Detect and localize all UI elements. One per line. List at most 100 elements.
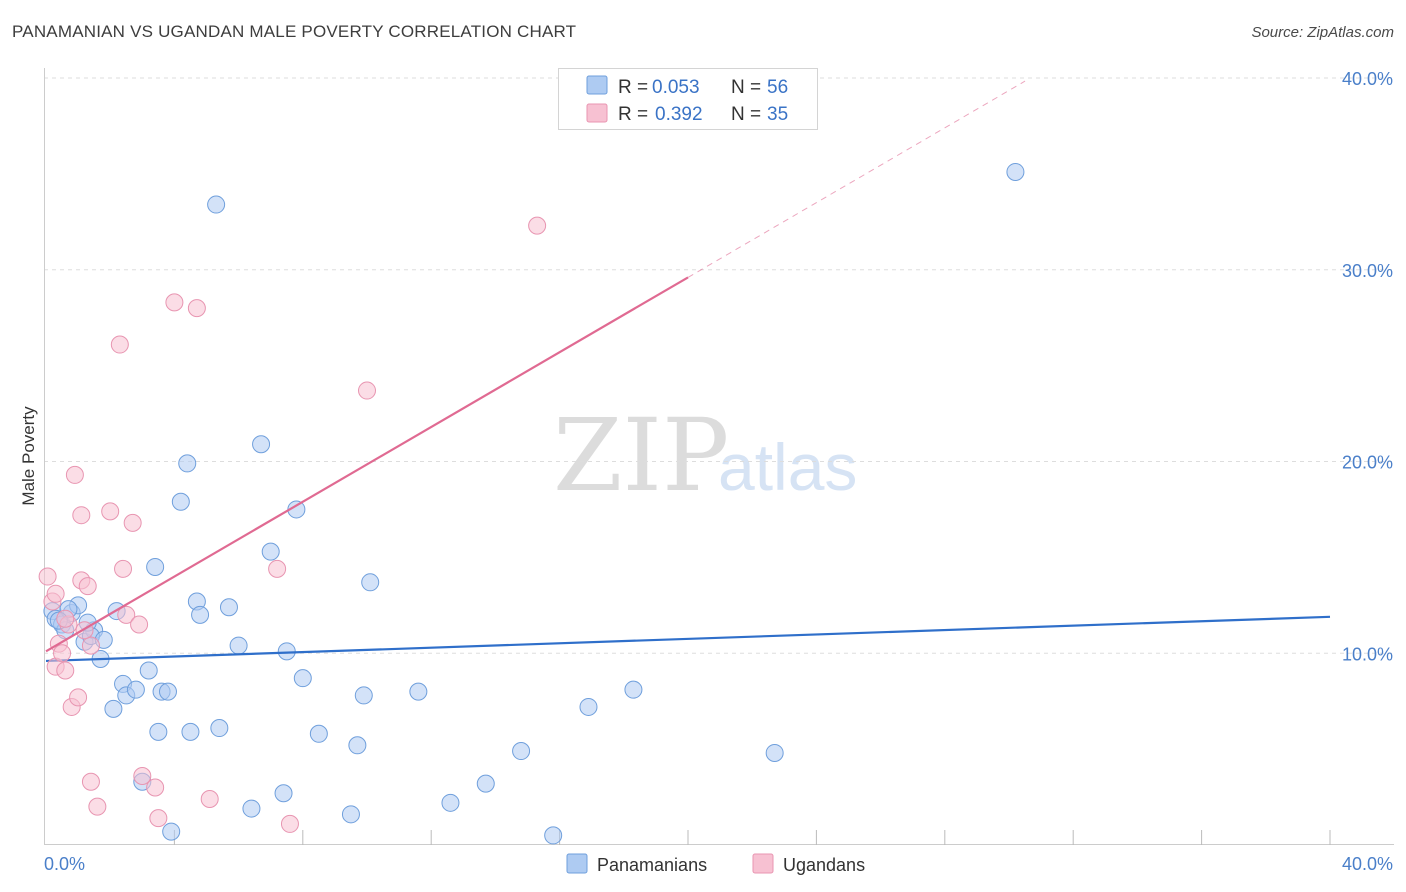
point-panamanians bbox=[409, 682, 428, 701]
point-panamanians bbox=[158, 682, 177, 701]
point-panamanians bbox=[252, 435, 271, 454]
point-panamanians bbox=[139, 661, 158, 680]
point-ugandans bbox=[123, 513, 142, 532]
y-tick-label: 10.0% bbox=[1342, 644, 1393, 664]
point-panamanians bbox=[277, 642, 296, 661]
series-ugandans bbox=[38, 216, 547, 833]
point-ugandans bbox=[187, 299, 206, 318]
point-panamanians bbox=[309, 724, 328, 743]
bottom-legend: Panamanians Ugandans bbox=[566, 853, 865, 875]
point-ugandans bbox=[81, 636, 100, 655]
point-panamanians bbox=[361, 573, 380, 592]
x-tick-label-min: 0.0% bbox=[44, 854, 85, 874]
point-ugandans bbox=[53, 644, 72, 663]
point-ugandans bbox=[146, 778, 165, 797]
point-panamanians bbox=[1006, 162, 1025, 181]
point-panamanians bbox=[210, 719, 229, 738]
point-panamanians bbox=[207, 195, 226, 214]
point-ugandans bbox=[88, 797, 107, 816]
stats-swatch-ugandans bbox=[586, 103, 608, 123]
point-panamanians bbox=[104, 699, 123, 718]
point-panamanians bbox=[512, 742, 531, 761]
x-tick-label-max: 40.0% bbox=[1342, 854, 1393, 874]
stats-legend: R = 0.053 N = 56 R = 0.392 N = 35 bbox=[558, 68, 818, 130]
point-ugandans bbox=[117, 605, 136, 624]
point-panamanians bbox=[354, 686, 373, 705]
x-axis-ticks bbox=[173, 830, 1331, 845]
point-panamanians bbox=[162, 822, 181, 841]
watermark-zip: ZIP bbox=[553, 397, 729, 514]
point-panamanians bbox=[261, 542, 280, 561]
point-ugandans bbox=[114, 559, 133, 578]
point-panamanians bbox=[191, 605, 210, 624]
point-ugandans bbox=[101, 502, 120, 521]
point-panamanians bbox=[219, 598, 238, 617]
point-ugandans bbox=[358, 381, 376, 400]
point-panamanians bbox=[348, 736, 367, 755]
point-ugandans bbox=[110, 335, 129, 354]
gridlines bbox=[44, 77, 1394, 654]
stats-r-value-panamanians: 0.053 bbox=[652, 77, 700, 98]
stats-n-value-ugandans: 35 bbox=[767, 104, 788, 125]
point-ugandans bbox=[78, 577, 97, 596]
point-panamanians bbox=[341, 805, 360, 824]
point-ugandans bbox=[38, 567, 57, 586]
stats-n-label-panamanians: N = bbox=[731, 77, 761, 98]
point-panamanians bbox=[229, 636, 248, 655]
point-panamanians bbox=[765, 743, 784, 762]
stats-n-value-panamanians: 56 bbox=[767, 77, 788, 98]
point-panamanians bbox=[293, 669, 312, 688]
point-ugandans bbox=[56, 609, 75, 628]
point-ugandans bbox=[65, 465, 84, 484]
point-ugandans bbox=[46, 584, 65, 603]
stats-r-value-ugandans: 0.392 bbox=[655, 104, 703, 125]
point-panamanians bbox=[181, 722, 200, 741]
legend-label-ugandans: Ugandans bbox=[783, 855, 865, 875]
point-ugandans bbox=[280, 814, 299, 833]
y-tick-label: 20.0% bbox=[1342, 453, 1393, 473]
y-axis-title: Male Poverty bbox=[19, 406, 38, 506]
point-ugandans bbox=[133, 766, 152, 785]
point-ugandans bbox=[69, 688, 88, 707]
stats-n-label-ugandans: N = bbox=[731, 104, 761, 125]
point-ugandans bbox=[268, 559, 287, 578]
y-axis-tick-labels: 10.0% 20.0% 30.0% 40.0% bbox=[1342, 69, 1393, 664]
point-ugandans bbox=[130, 615, 149, 634]
legend-swatch-panamanians bbox=[566, 853, 588, 874]
point-ugandans bbox=[81, 772, 100, 791]
point-panamanians bbox=[579, 697, 598, 716]
legend-swatch-ugandans bbox=[752, 853, 774, 874]
stats-swatch-panamanians bbox=[586, 75, 608, 95]
trendline-ugandans bbox=[45, 276, 689, 653]
point-ugandans bbox=[165, 293, 184, 312]
point-panamanians bbox=[274, 784, 293, 803]
watermark-atlas: atlas bbox=[718, 430, 857, 504]
point-ugandans bbox=[200, 789, 219, 808]
legend-label-panamanians: Panamanians bbox=[597, 855, 707, 875]
y-tick-label: 40.0% bbox=[1342, 69, 1393, 89]
chart-title: PANAMANIAN VS UGANDAN MALE POVERTY CORRE… bbox=[12, 22, 577, 41]
point-panamanians bbox=[146, 557, 165, 576]
series-layer bbox=[38, 80, 1331, 845]
point-ugandans bbox=[528, 216, 547, 235]
point-panamanians bbox=[441, 793, 460, 812]
point-panamanians bbox=[242, 799, 261, 818]
series-panamanians bbox=[43, 162, 1025, 845]
point-panamanians bbox=[476, 774, 495, 793]
stats-r-label-ugandans: R = bbox=[618, 104, 648, 125]
stats-r-label-panamanians: R = bbox=[618, 77, 648, 98]
point-panamanians bbox=[544, 826, 563, 845]
point-panamanians bbox=[126, 680, 145, 699]
point-panamanians bbox=[624, 680, 643, 699]
watermark: ZIP atlas bbox=[553, 397, 857, 514]
point-panamanians bbox=[171, 492, 190, 511]
source-label: Source: ZipAtlas.com bbox=[1251, 24, 1394, 41]
trendline-panamanians bbox=[45, 615, 1331, 663]
point-panamanians bbox=[149, 722, 168, 741]
point-ugandans bbox=[56, 661, 75, 680]
point-ugandans bbox=[149, 809, 168, 828]
y-tick-label: 30.0% bbox=[1342, 261, 1393, 281]
point-panamanians bbox=[178, 454, 197, 473]
point-ugandans bbox=[72, 506, 91, 525]
